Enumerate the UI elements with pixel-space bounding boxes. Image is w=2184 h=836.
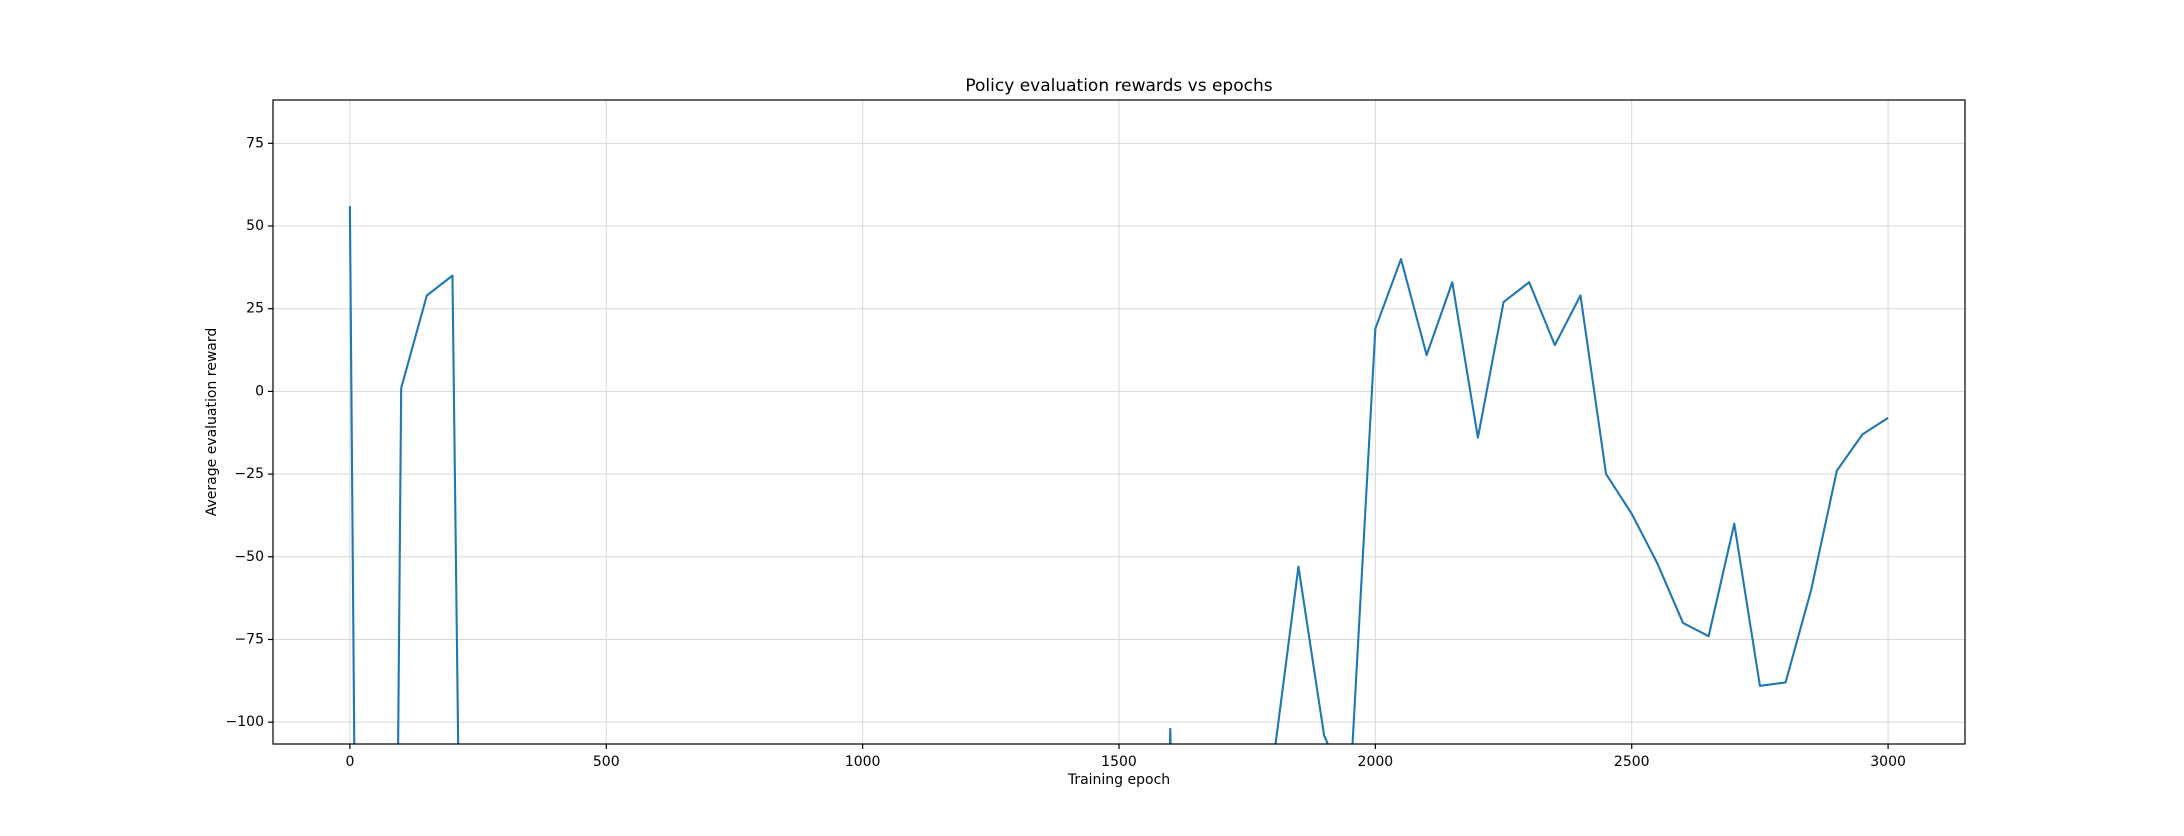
x-tick-label: 2000: [1358, 754, 1394, 770]
y-tick-label: 75: [246, 135, 264, 151]
x-tick-label: 1500: [1101, 754, 1137, 770]
chart-title: Policy evaluation rewards vs epochs: [965, 76, 1272, 96]
data-line: [348, 206, 1889, 744]
x-tick-label: 500: [593, 754, 620, 770]
y-axis-label: Average evaluation reward: [204, 328, 220, 517]
y-tick-label: −50: [234, 549, 264, 565]
y-tick-label: 0: [255, 383, 264, 399]
x-axis-label: Training epoch: [1067, 772, 1170, 788]
x-tick-label: 1000: [845, 754, 881, 770]
x-tick-label: 2500: [1614, 754, 1650, 770]
x-tick-label: 0: [345, 754, 354, 770]
y-tick-label: 25: [246, 301, 264, 317]
y-tick-label: −75: [234, 631, 264, 647]
y-tick-label: −100: [226, 714, 264, 730]
y-tick-label: 50: [246, 218, 264, 234]
y-tick-label: −25: [234, 466, 264, 482]
x-tick-label: 3000: [1870, 754, 1906, 770]
